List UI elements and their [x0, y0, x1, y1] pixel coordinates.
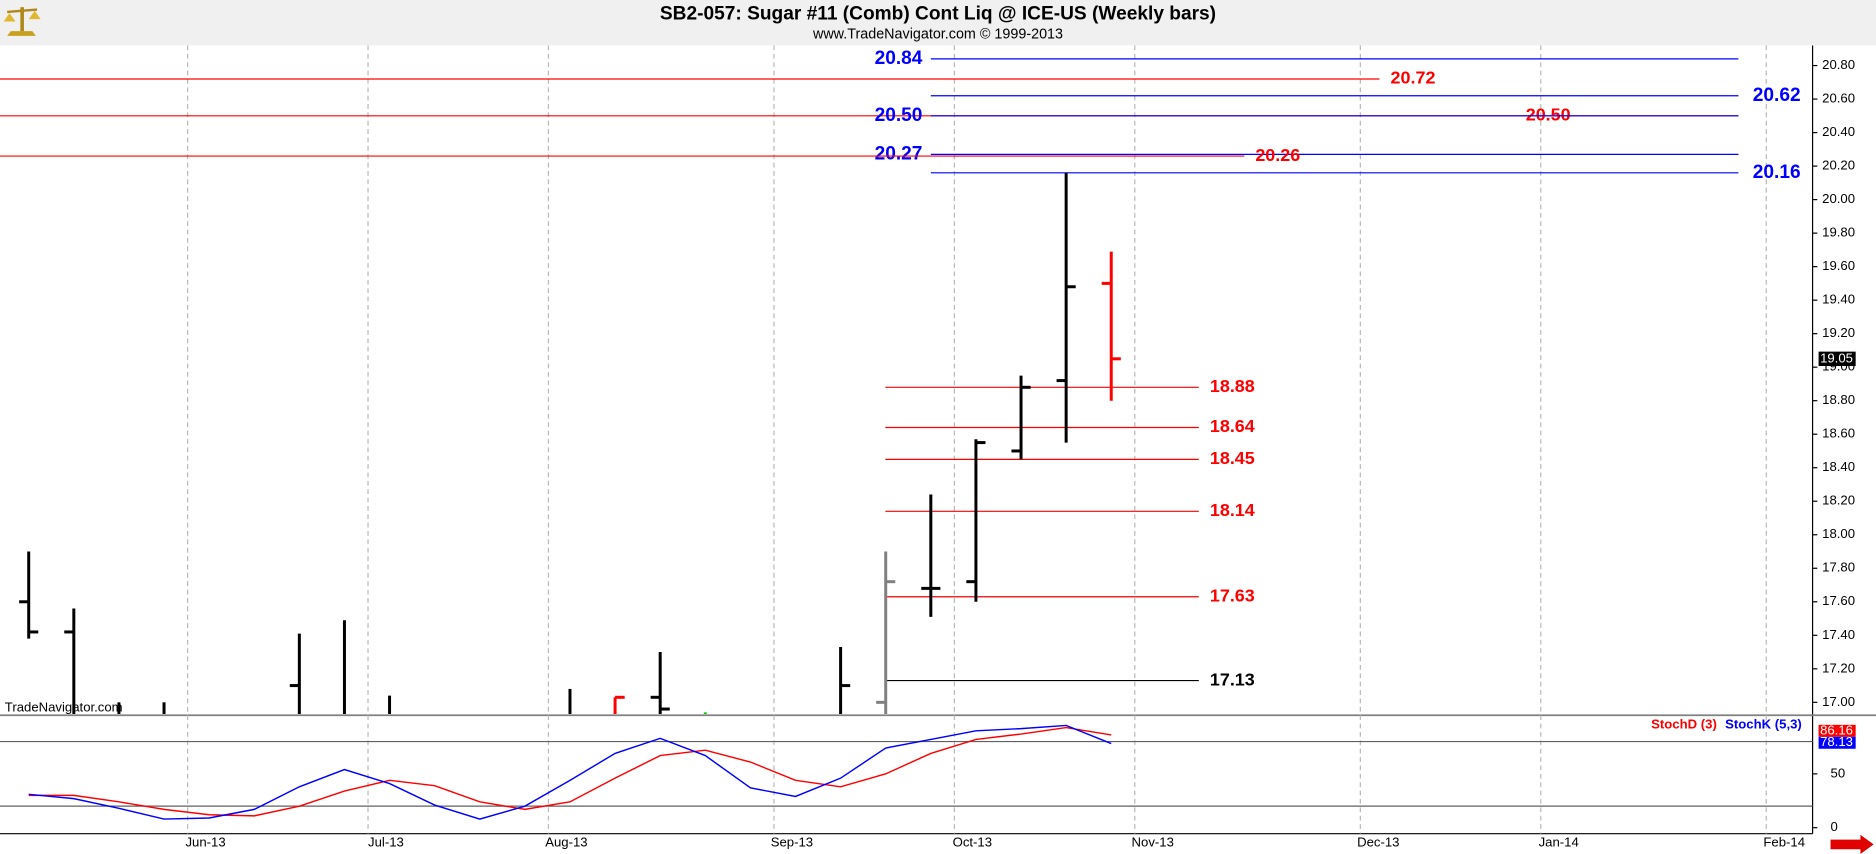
logo — [3, 7, 41, 36]
logo-pan — [3, 13, 16, 22]
logo-pan — [28, 10, 41, 20]
x-tick-label: Sep-13 — [771, 835, 813, 850]
bars — [19, 172, 1121, 715]
logo-base — [7, 31, 36, 36]
x-tick-label: Jul-13 — [368, 835, 404, 850]
grid — [187, 45, 1767, 834]
axes: 17.00 17.20 17.40 17.60 17.80 18.00 18.20 18.40… — [185, 57, 1856, 850]
y-tick-label: 18.20 — [1822, 493, 1855, 508]
y-tick-label: 17.40 — [1822, 627, 1855, 642]
last-value-label: 78.13 — [1820, 734, 1853, 749]
last-value-box — [1818, 351, 1856, 366]
y-tick-label: 20.20 — [1822, 158, 1855, 173]
levels: 20.84 20.72 20.62 20.50 20.50 20.27 20.26 20.16… — [0, 48, 1801, 689]
level-label: 20.26 — [1255, 145, 1300, 165]
last-value-box — [1818, 736, 1856, 749]
legend-label: StochD (3) — [1651, 716, 1717, 731]
level-label: 18.64 — [1210, 416, 1255, 436]
x-tick-label: Jun-13 — [185, 835, 225, 850]
y-tick-label: 20.60 — [1822, 91, 1855, 106]
x-tick-label: Nov-13 — [1132, 835, 1174, 850]
stoch-line — [28, 726, 1112, 817]
x-tick-label: Feb-14 — [1763, 835, 1805, 850]
x-tick-label: Dec-13 — [1357, 835, 1399, 850]
level-label: 20.50 — [1526, 105, 1571, 125]
chart-title: SB2-057: Sugar #11 (Comb) Cont Liq @ ICE… — [660, 3, 1216, 24]
x-tick-label: Oct-13 — [953, 835, 992, 850]
x-tick-label: Jan-14 — [1539, 835, 1579, 850]
level-label: 18.45 — [1210, 448, 1255, 468]
level-label: 20.50 — [875, 105, 923, 126]
y-tick-label: 0 — [1831, 819, 1838, 834]
stoch-line — [28, 724, 1112, 820]
y-tick-label: 20.00 — [1822, 191, 1855, 206]
y-tick-label: 20.80 — [1822, 57, 1855, 72]
x-tick-label: Aug-13 — [545, 835, 587, 850]
level-label: 20.16 — [1753, 162, 1801, 183]
level-label: 20.84 — [875, 48, 923, 69]
y-tick-label: 19.40 — [1822, 292, 1855, 307]
y-tick-label: 19.20 — [1822, 325, 1855, 340]
y-tick-label: 17.20 — [1822, 660, 1855, 675]
y-tick-label: 17.00 — [1822, 694, 1855, 709]
stochastic-panel: StochD (3) StochK (5,3) — [0, 716, 1813, 820]
y-tick-label: 17.60 — [1822, 593, 1855, 608]
header-background — [0, 0, 1876, 46]
y-tick-label: 18.40 — [1822, 459, 1855, 474]
legend-label: StochK (5,3) — [1725, 716, 1802, 731]
level-label: 20.72 — [1391, 68, 1436, 88]
watermark: TradeNavigator.com — [5, 700, 123, 715]
level-label: 20.27 — [875, 143, 923, 164]
y-tick-label: 18.60 — [1822, 426, 1855, 441]
y-tick-label: 19.60 — [1822, 258, 1855, 273]
level-label: 18.14 — [1210, 500, 1255, 520]
chart-subtitle: www.TradeNavigator.com © 1999-2013 — [812, 26, 1063, 42]
y-tick-label: 17.80 — [1822, 560, 1855, 575]
last-value-label: 86.16 — [1820, 722, 1853, 737]
level-label: 18.88 — [1210, 376, 1255, 396]
y-tick-label: 18.80 — [1822, 392, 1855, 407]
logo-post — [20, 7, 24, 32]
y-tick-label: 18.00 — [1822, 526, 1855, 541]
scroll-arrow[interactable] — [1830, 834, 1874, 854]
logo-beam — [7, 8, 38, 14]
level-label: 17.63 — [1210, 585, 1255, 605]
y-tick-label: 50 — [1831, 765, 1846, 780]
y-tick-label: 20.40 — [1822, 124, 1855, 139]
last-value-box — [1818, 724, 1856, 737]
last-value-label: 19.05 — [1820, 350, 1853, 365]
level-label: 20.62 — [1753, 85, 1801, 106]
y-tick-label: 19.80 — [1822, 225, 1855, 240]
level-label: 17.13 — [1210, 669, 1255, 689]
